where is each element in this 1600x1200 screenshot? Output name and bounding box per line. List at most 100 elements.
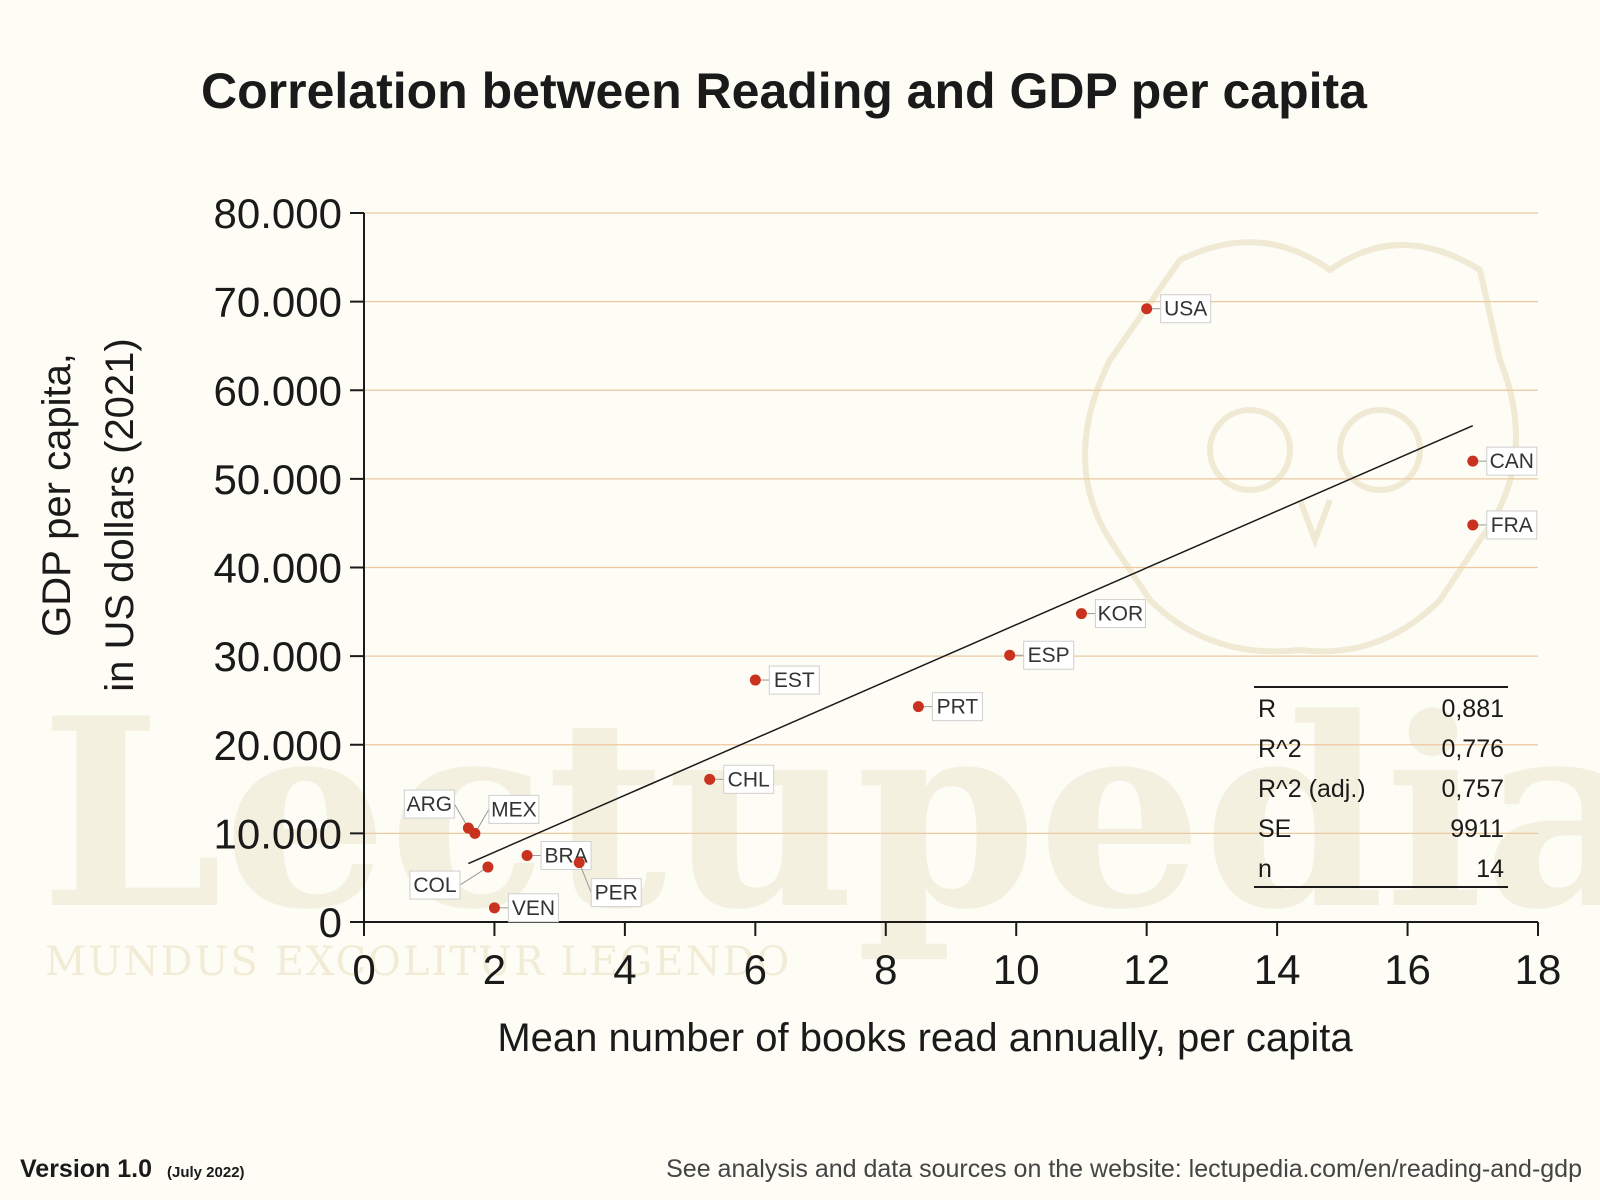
x-tick-label: 10 — [993, 946, 1040, 993]
footer-source: See analysis and data sources on the web… — [666, 1155, 1582, 1183]
stat-value: 14 — [1476, 855, 1504, 883]
x-tick-label: 6 — [744, 946, 767, 993]
stat-value: 0,757 — [1441, 775, 1504, 803]
stat-label: R — [1258, 695, 1276, 723]
footer-version-date: (July 2022) — [167, 1164, 245, 1181]
point-label-box — [488, 794, 540, 824]
y-axis-label-line-1: GDP per capita, — [35, 353, 79, 637]
point-label: FRA — [1491, 514, 1533, 537]
point-marker — [482, 861, 494, 873]
point-label: ARG — [407, 793, 453, 816]
y-axis-label-line-2: in US dollars (2021) — [98, 338, 142, 692]
x-tick-label: 16 — [1384, 946, 1431, 993]
y-tick-label: 30.000 — [214, 633, 342, 680]
owl-icon — [1082, 239, 1519, 655]
x-tick-label: 4 — [613, 946, 636, 993]
point-label-box — [723, 764, 775, 794]
point-marker — [1004, 649, 1016, 661]
data-point-per: PER — [573, 857, 642, 908]
data-point-col: COL — [409, 861, 494, 900]
point-label-box — [409, 870, 461, 900]
stat-label: n — [1258, 855, 1272, 883]
x-tick-label: 14 — [1254, 946, 1301, 993]
y-tick-label: 10.000 — [214, 810, 342, 857]
point-label-box — [403, 789, 455, 819]
y-tick-label: 80.000 — [214, 190, 342, 237]
point-marker — [521, 850, 533, 862]
point-marker — [912, 701, 924, 713]
point-label: CAN — [1490, 450, 1534, 473]
point-label-box — [590, 878, 642, 908]
point-label-box — [1023, 640, 1075, 670]
point-label-box — [1486, 510, 1538, 540]
data-point-arg: ARG — [403, 789, 474, 834]
point-marker — [749, 674, 761, 686]
stat-label: SE — [1258, 815, 1291, 843]
data-point-prt: PRT — [912, 692, 983, 722]
point-label-box — [768, 665, 820, 695]
footer-version: Version 1.0 (July 2022) — [20, 1155, 245, 1183]
point-label-box — [931, 692, 983, 722]
point-label: PRT — [937, 696, 979, 719]
x-tick-label: 8 — [874, 946, 897, 993]
data-point-usa: USA — [1141, 294, 1212, 324]
grid — [364, 212, 1538, 834]
point-label-box — [507, 893, 559, 923]
x-tick-label: 18 — [1515, 946, 1562, 993]
y-tick-label: 40.000 — [214, 545, 342, 592]
data-point-chl: CHL — [704, 764, 775, 794]
point-label: COL — [413, 874, 456, 897]
y-tick-label: 50.000 — [214, 456, 342, 503]
y-tick-label: 0 — [319, 899, 342, 946]
stats-table: R 0,881 R^2 0,776 R^2 (adj.) 0,757 SE 9911 n 14 — [1254, 686, 1508, 888]
point-label: USA — [1164, 298, 1207, 321]
stat-value: 0,881 — [1441, 695, 1504, 723]
x-tick-label: 0 — [352, 946, 375, 993]
point-label: VEN — [512, 897, 555, 920]
footer-version-number: Version 1.0 — [20, 1155, 152, 1183]
point-marker — [1141, 303, 1153, 315]
point-label: EST — [774, 669, 815, 692]
data-point-esp: ESP — [1004, 640, 1075, 670]
data-point-est: EST — [749, 665, 820, 695]
point-marker — [1467, 519, 1479, 531]
x-axis-label: Mean number of books read annually, per … — [497, 1016, 1353, 1060]
y-tick-label: 70.000 — [214, 279, 342, 326]
data-point-mex: MEX — [469, 794, 540, 839]
point-marker — [1467, 455, 1479, 467]
stat-label: R^2 (adj.) — [1258, 775, 1366, 803]
x-tick-label: 2 — [483, 946, 506, 993]
point-label: ESP — [1028, 644, 1070, 667]
point-marker — [1075, 608, 1087, 620]
point-label: KOR — [1098, 603, 1144, 626]
y-tick-label: 20.000 — [214, 722, 342, 769]
point-label-box — [1160, 294, 1212, 324]
point-marker — [469, 827, 481, 839]
point-marker — [488, 902, 500, 914]
stat-value: 9911 — [1450, 815, 1504, 843]
x-axis-ticks: 0 2 4 6 8 10 12 14 16 18 — [352, 922, 1561, 993]
watermark-text: Lectupedia — [40, 662, 1600, 967]
stat-value: 0,776 — [1441, 735, 1504, 763]
point-label: CHL — [728, 768, 770, 791]
point-marker — [704, 773, 716, 785]
data-point-kor: KOR — [1075, 599, 1146, 629]
trend-line — [468, 425, 1474, 865]
y-tick-label: 60.000 — [214, 367, 342, 414]
watermark-motto: MUNDUS EXCOLITUR LEGENDO — [45, 939, 791, 985]
data-point-ven: VEN — [488, 893, 559, 923]
point-label: PER — [595, 882, 638, 905]
x-tick-label: 12 — [1123, 946, 1170, 993]
point-label: MEX — [491, 798, 537, 821]
y-axis-label: GDP per capita, in US dollars (2021) — [35, 338, 142, 692]
point-marker — [573, 857, 585, 869]
point-label-box — [1094, 599, 1146, 629]
stat-label: R^2 — [1258, 735, 1302, 763]
data-point-can: CAN — [1467, 446, 1538, 476]
y-axis-ticks: 0 10.000 20.000 30.000 40.000 50.000 60.000 70.… — [214, 190, 364, 946]
point-label-box — [1486, 446, 1538, 476]
label-leader — [459, 866, 489, 886]
data-point-fra: FRA — [1467, 510, 1538, 540]
